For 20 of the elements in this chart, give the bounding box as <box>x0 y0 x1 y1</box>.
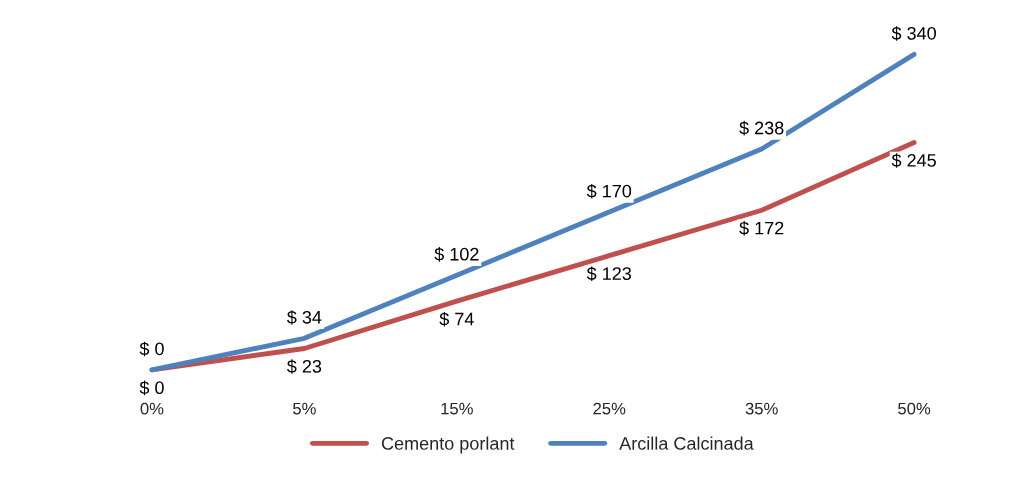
data-label: $ 123 <box>586 266 632 282</box>
data-label: $ 172 <box>739 220 784 236</box>
data-label: $ 102 <box>434 247 479 262</box>
x-tick-label: 15% <box>441 402 473 415</box>
x-tick-label: 0% <box>140 402 164 415</box>
data-label: $ 34 <box>287 310 322 325</box>
data-label: $ 340 <box>891 26 936 41</box>
legend-label: Cemento porlant <box>381 436 515 454</box>
data-label: $ 74 <box>439 311 474 327</box>
x-tick-label: 35% <box>745 402 778 415</box>
data-label: $ 238 <box>739 120 784 136</box>
data-label: $ 0 <box>139 341 164 357</box>
data-label: $ 245 <box>891 153 936 168</box>
data-label: $ 170 <box>586 183 632 199</box>
data-label: $ 23 <box>287 359 322 374</box>
data-label: $ 0 <box>139 380 164 396</box>
x-tick-label: 5% <box>293 402 316 415</box>
x-tick-label: 50% <box>898 402 931 415</box>
x-tick-label: 25% <box>593 402 626 415</box>
legend-label: Arcilla Calcinada <box>619 436 754 450</box>
